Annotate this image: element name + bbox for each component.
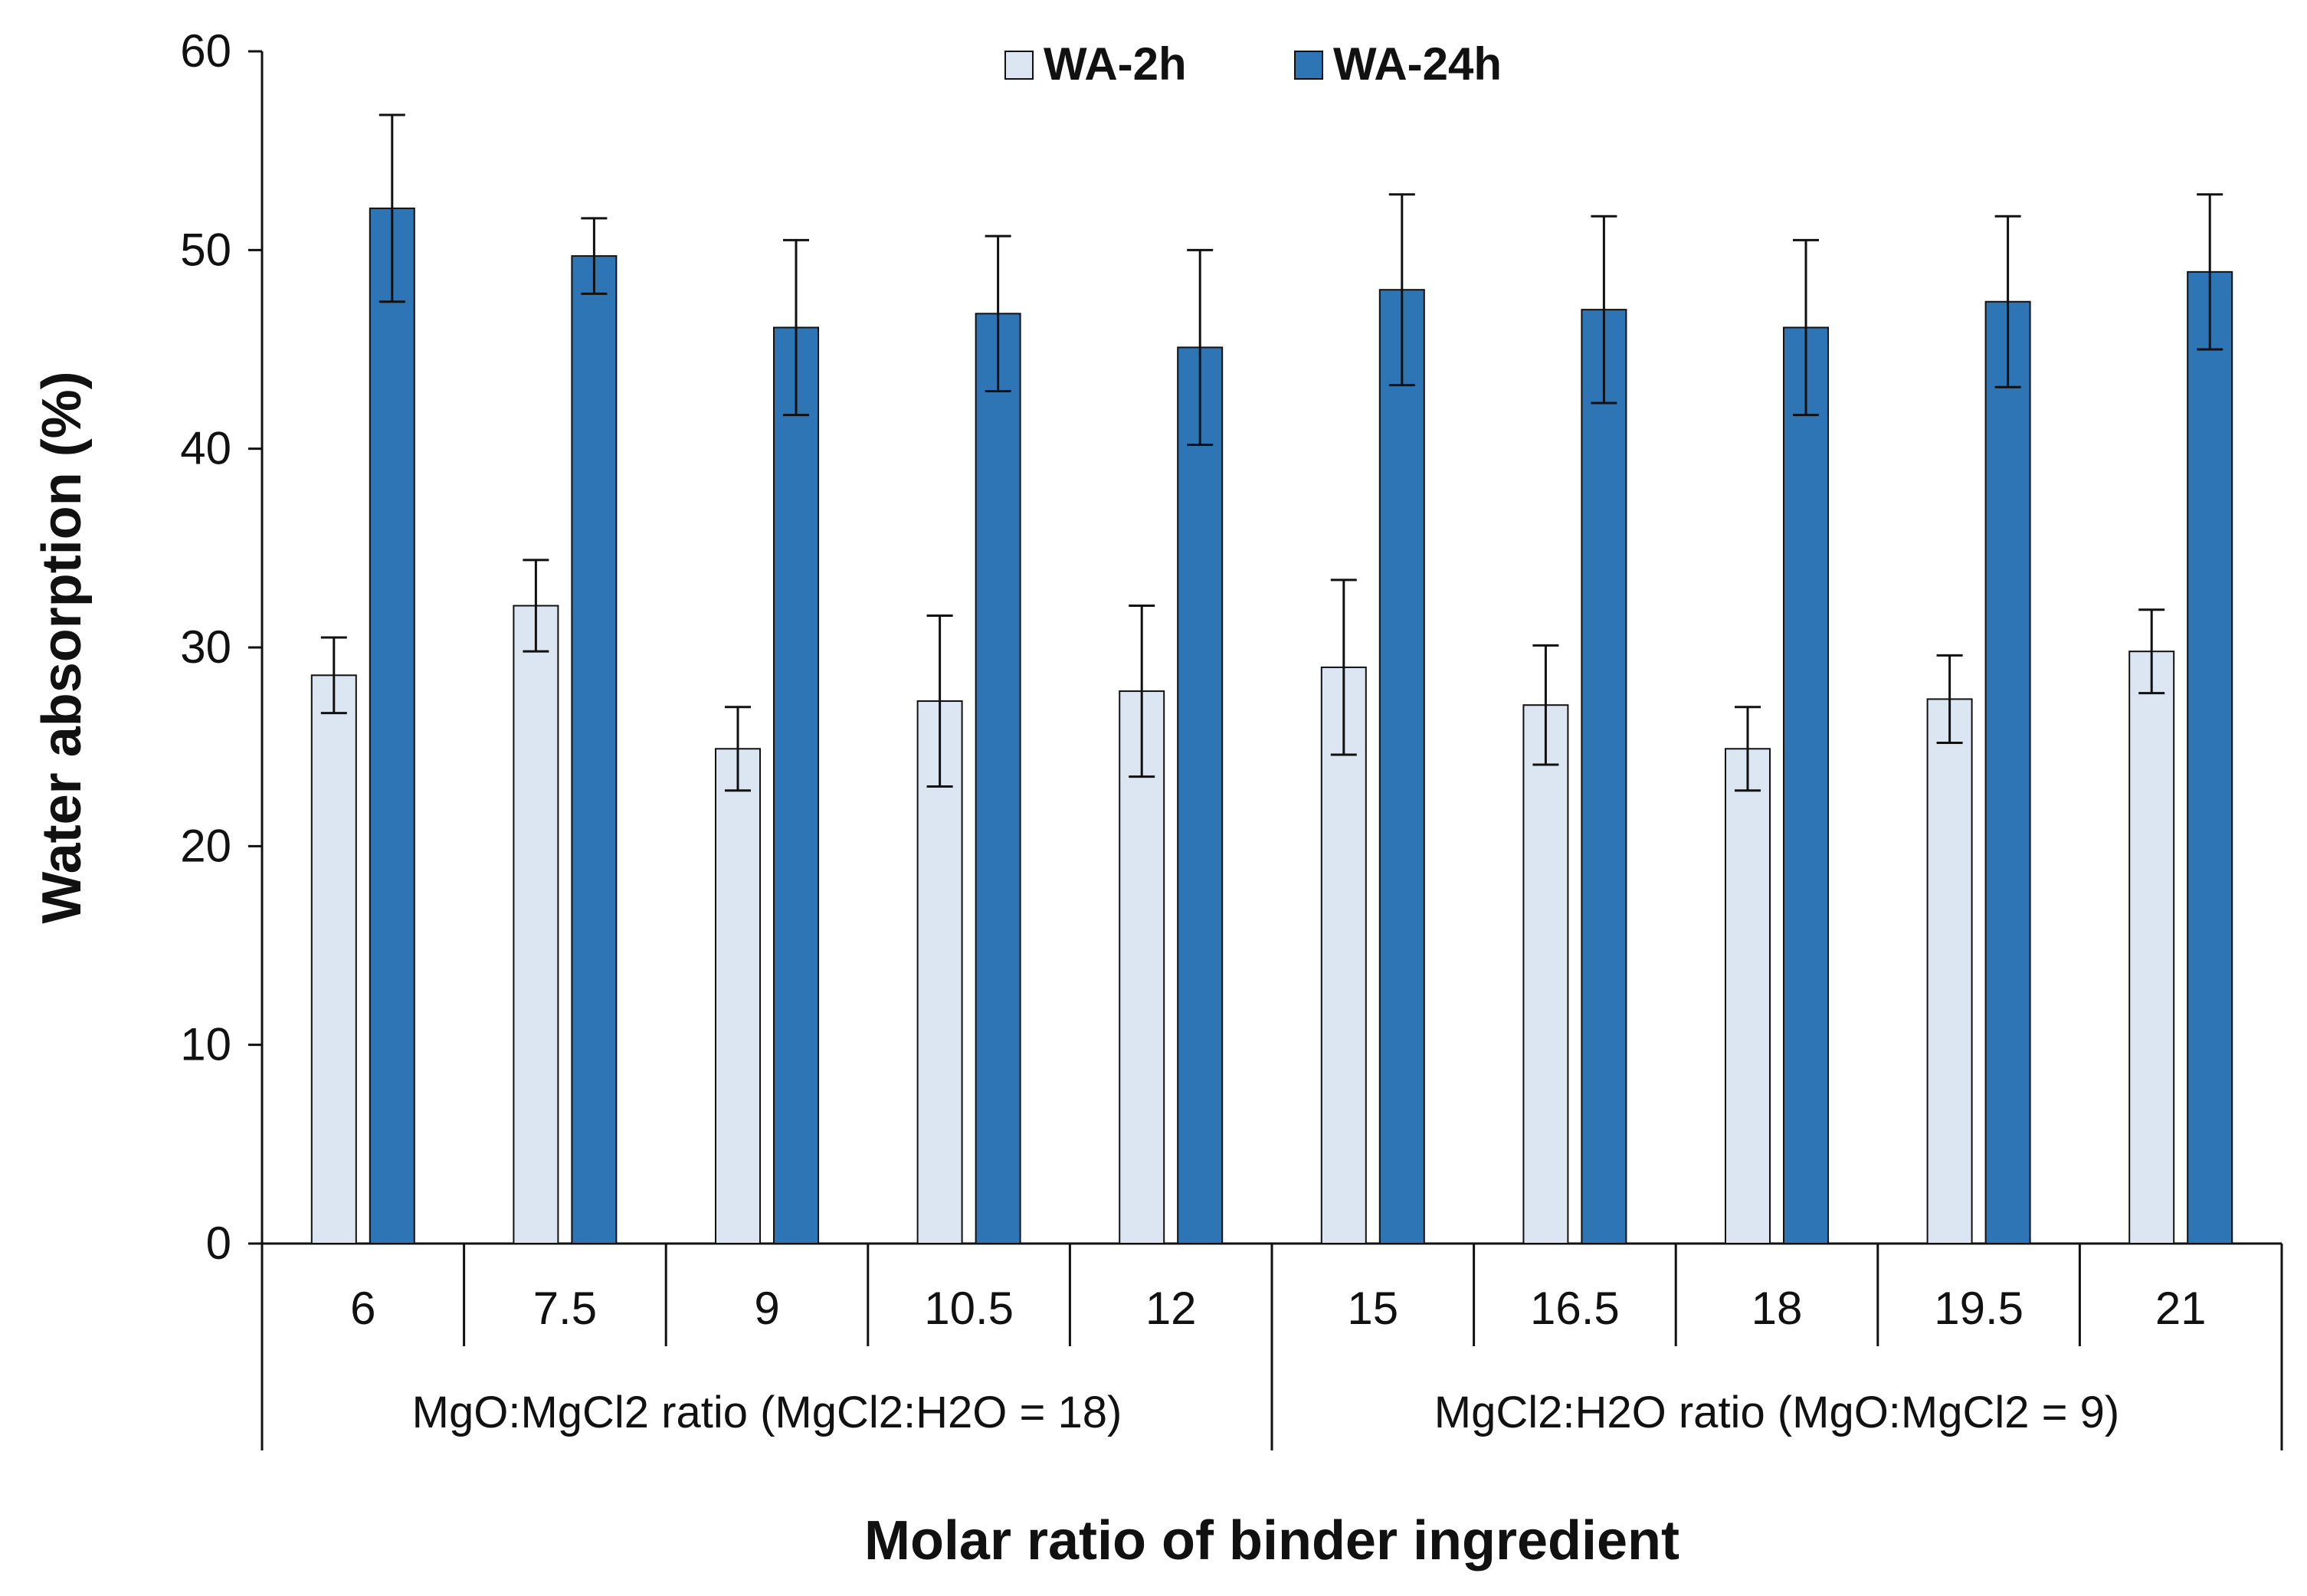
bar-wa-24h-7.5 xyxy=(571,255,618,1245)
y-tick-label: 40 xyxy=(180,423,231,474)
bar-wa-24h-9 xyxy=(773,326,819,1244)
bar-wa-24h-18 xyxy=(1783,326,1829,1244)
x-category-label: 16.5 xyxy=(1530,1283,1620,1334)
x-axis-title: Molar ratio of binder ingredient xyxy=(864,1510,1679,1571)
legend-swatch-wa-2h xyxy=(1004,51,1034,80)
y-tick-label: 0 xyxy=(206,1217,231,1269)
bar-wa-24h-19.5 xyxy=(1984,300,2031,1244)
bar-wa-2h-16.5 xyxy=(1522,704,1569,1244)
bar-wa-2h-21 xyxy=(2128,651,2175,1244)
labels-layer: 0 10 20 30 40 50 60 6 7.5 9 10.5 12 15 16.5 18 19.5 21 Mg… xyxy=(31,25,2207,1571)
y-tick-label: 30 xyxy=(180,621,231,673)
bar-wa-2h-9 xyxy=(715,748,761,1244)
x-category-label: 12 xyxy=(1145,1283,1197,1334)
x-group-label: MgO:MgCl2 ratio (MgCl2:H2O = 18) xyxy=(412,1388,1122,1437)
bar-wa-2h-19.5 xyxy=(1926,698,1973,1244)
x-category-label: 6 xyxy=(350,1283,375,1334)
x-group-label: MgCl2:H2O ratio (MgO:MgCl2 = 9) xyxy=(1434,1388,2119,1437)
bar-wa-2h-7.5 xyxy=(513,605,559,1244)
bar-wa-24h-12 xyxy=(1177,346,1224,1245)
bar-wa-24h-10.5 xyxy=(975,313,1021,1245)
error-bars-layer xyxy=(320,113,2223,792)
x-category-label: 10.5 xyxy=(924,1283,1014,1334)
bar-wa-24h-6 xyxy=(369,207,415,1245)
bars-layer xyxy=(310,207,2233,1245)
bar-wa-24h-15 xyxy=(1378,289,1425,1245)
y-tick-label: 20 xyxy=(180,820,231,871)
bar-wa-2h-6 xyxy=(310,674,357,1244)
legend-swatch-wa-24h xyxy=(1294,51,1323,80)
y-tick-label: 10 xyxy=(180,1019,231,1070)
bar-wa-2h-12 xyxy=(1119,690,1165,1244)
bar-wa-24h-21 xyxy=(2187,270,2233,1244)
bar-wa-2h-15 xyxy=(1320,666,1367,1244)
x-category-label: 15 xyxy=(1347,1283,1398,1334)
x-category-label: 19.5 xyxy=(1934,1283,2024,1334)
y-axis-title: Water absorption (%) xyxy=(31,371,93,923)
x-category-label: 18 xyxy=(1752,1283,1803,1334)
legend-label-wa-24h: WA-24h xyxy=(1333,38,1502,90)
y-tick-label: 60 xyxy=(180,25,231,77)
x-category-label: 9 xyxy=(754,1283,779,1334)
y-tick-label: 50 xyxy=(180,224,231,275)
x-category-label: 21 xyxy=(2155,1283,2207,1334)
legend: WA-2h WA-24h xyxy=(1004,38,1502,90)
bar-wa-2h-18 xyxy=(1725,748,1771,1244)
bar-wa-2h-10.5 xyxy=(916,700,963,1244)
x-category-label: 7.5 xyxy=(533,1283,597,1334)
legend-label-wa-2h: WA-2h xyxy=(1044,38,1187,90)
bar-wa-24h-16.5 xyxy=(1581,309,1627,1245)
